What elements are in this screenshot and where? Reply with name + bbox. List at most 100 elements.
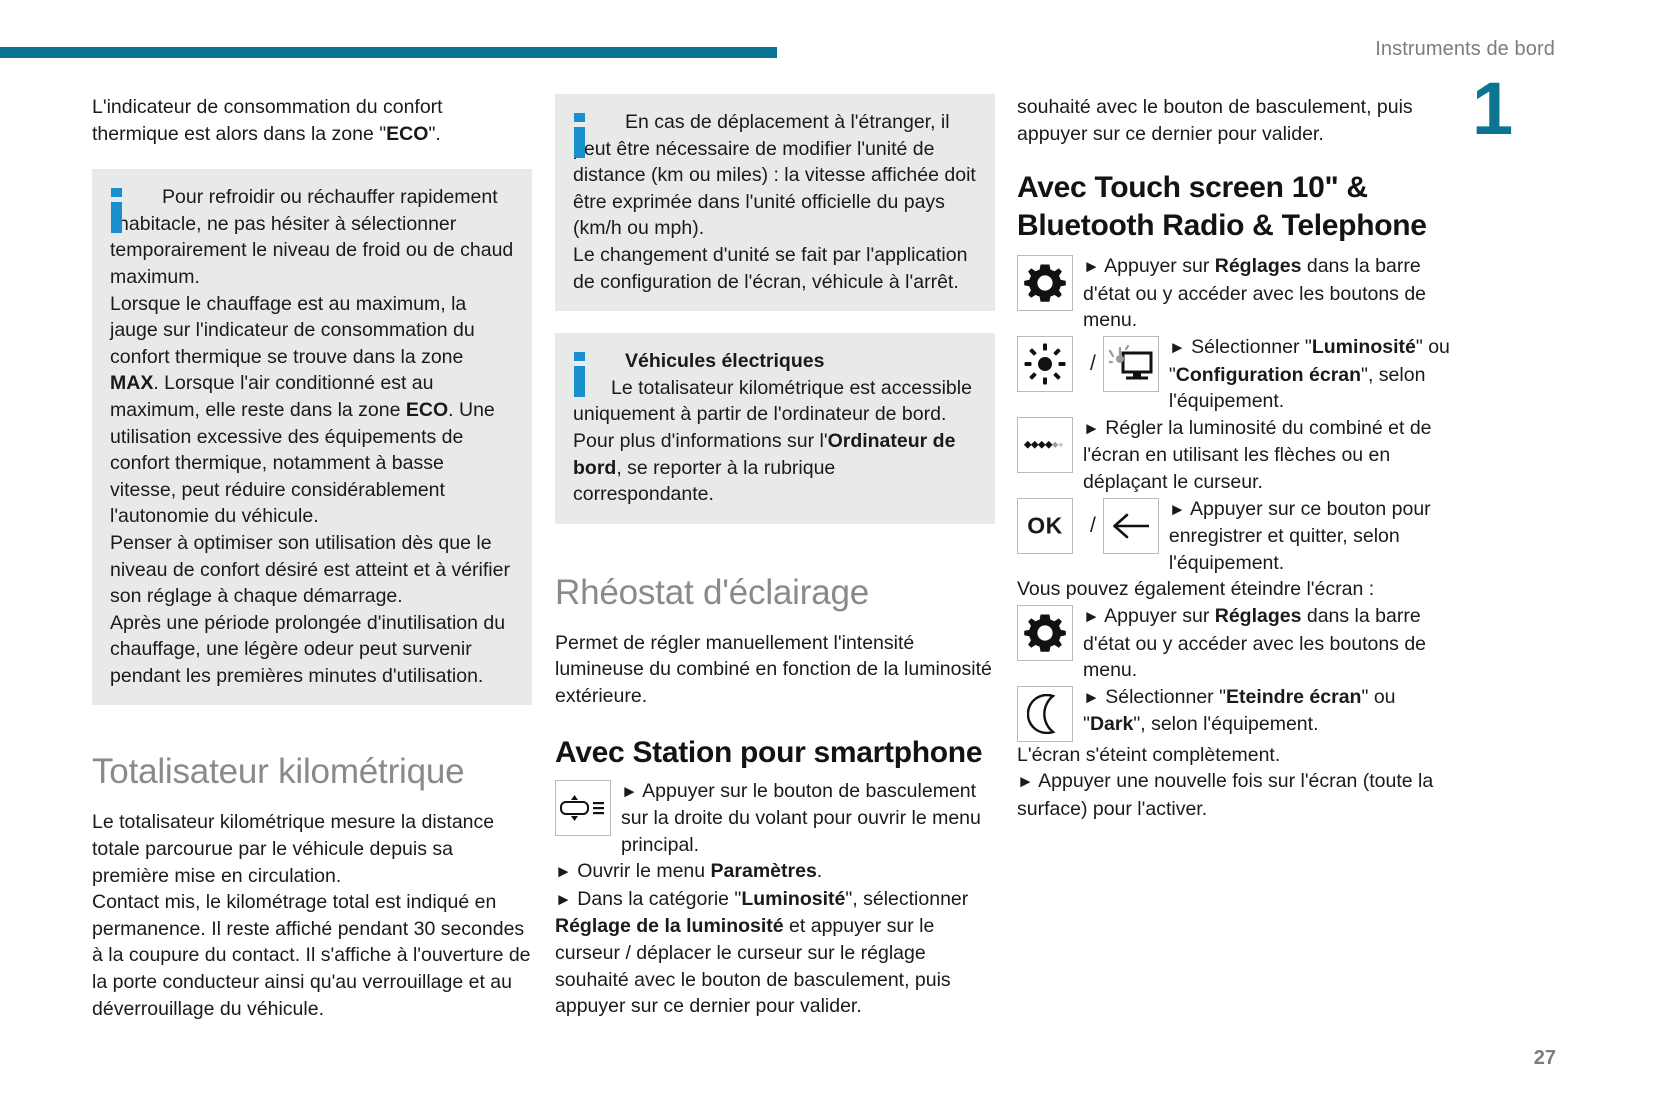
step-ok-back: OK / ► Appuyer sur ce bouton pour enregi… bbox=[1017, 496, 1457, 577]
step-et-bold2: Dark bbox=[1089, 713, 1134, 736]
odometer-body-2: Contact mis, le kilométrage total est in… bbox=[92, 891, 531, 1020]
step-lc-bold1: Luminosité bbox=[1311, 335, 1416, 358]
step-slider-label: Régler la luminosité du combiné et de l'… bbox=[1083, 416, 1432, 493]
note-paragraph-3: Penser à optimiser son utilisation dès q… bbox=[110, 531, 510, 608]
note-p2-a: Lorsque le chauffage est au maximum, la … bbox=[110, 292, 475, 368]
intro-line2-pre: thermique est alors dans la zone " bbox=[92, 122, 387, 145]
note-electric-ordinateur: Ordinateur de bord bbox=[573, 429, 956, 479]
step-reglages-1: ► Appuyer sur Réglages dans la barre d'é… bbox=[1017, 253, 1457, 334]
note-units-p1: En cas de déplacement à l'étranger, il p… bbox=[573, 111, 976, 240]
step-parametres: ► Ouvrir le menu Paramètres. bbox=[555, 858, 995, 886]
subheading-station-smartphone: Avec Station pour smartphone bbox=[555, 735, 983, 769]
moon-icon bbox=[1017, 685, 1073, 742]
note-electric-title-text: Véhicules électriques bbox=[625, 350, 825, 373]
info-icon bbox=[111, 188, 122, 234]
column-middle: En cas de déplacement à l'étranger, il p… bbox=[555, 94, 995, 1020]
icon-separator-2: / bbox=[1090, 513, 1096, 537]
intro-line2-post: ". bbox=[428, 122, 441, 145]
odometer-body-1: Le totalisateur kilométrique mesure la d… bbox=[92, 811, 495, 887]
note-paragraph-1: Pour refroidir ou réchauffer rapidement … bbox=[110, 186, 514, 288]
note-paragraph-2: Lorsque le chauffage est au maximum, la … bbox=[110, 291, 514, 530]
step-luminosite-e: et appuyer sur le curseur / déplacer le … bbox=[555, 915, 951, 1018]
step-luminosite-a: Dans la catégorie " bbox=[577, 887, 742, 910]
step-luminosite-config: / ► Sélectionner "Luminosité" ou "Config… bbox=[1017, 334, 1457, 415]
note-electric-p1: Le totalisateur kilométrique est accessi… bbox=[573, 376, 972, 426]
bullet-arrow: ► bbox=[555, 889, 572, 909]
ok-button-icon: OK bbox=[1017, 497, 1073, 554]
note-paragraph-4: Après une période prolongée d'inutilisat… bbox=[110, 611, 506, 687]
step-et-e: ", selon l'équipement. bbox=[1133, 713, 1319, 736]
info-icon bbox=[574, 113, 585, 159]
info-note-units: En cas de déplacement à l'étranger, il p… bbox=[555, 94, 995, 312]
step-reglages-bold: Réglages bbox=[1214, 255, 1302, 278]
step-luminosite: ► Dans la catégorie "Luminosité", sélect… bbox=[555, 886, 995, 1020]
column3-continuation: souhaité avec le bouton de basculement, … bbox=[1017, 96, 1413, 145]
note-p2-max: MAX bbox=[110, 372, 154, 395]
section-heading-odometer: Totalisateur kilométrique bbox=[92, 752, 465, 792]
step-slider: ► Régler la luminosité du combiné et de … bbox=[1017, 415, 1457, 496]
page-number: 27 bbox=[1533, 1047, 1556, 1069]
bullet-arrow: ► bbox=[621, 781, 638, 801]
screen-config-icon bbox=[1102, 335, 1159, 392]
step-luminosite-bold2: Réglage de la luminosité bbox=[555, 915, 784, 938]
step-et-bold1: Eteindre écran bbox=[1226, 685, 1362, 708]
step-rocker-text: ► Appuyer sur le bouton de basculement s… bbox=[621, 780, 981, 856]
step-lc-c: " ou " bbox=[1168, 335, 1450, 386]
intro-line1: L'indicateur de consommation du confort bbox=[92, 96, 443, 118]
step-luminosite-bold: Luminosité bbox=[741, 887, 846, 910]
note-electric-title: Véhicules électriques bbox=[573, 348, 977, 375]
step-reglages-2-text: ► Appuyer sur Réglages dans la barre d'é… bbox=[1083, 605, 1426, 681]
note-units-p2: Le changement d'unité se fait par l'appl… bbox=[573, 243, 968, 293]
info-icon bbox=[574, 352, 585, 398]
section-heading-rheostat: Rhéostat d'éclairage bbox=[555, 572, 869, 612]
info-note-thermal: Pour refroidir ou réchauffer rapidement … bbox=[92, 169, 532, 706]
note-electric-p2-c: , se reporter à la rubrique correspondan… bbox=[573, 456, 836, 506]
bullet-arrow: ► bbox=[1168, 499, 1186, 519]
column3-end-label: Appuyer une nouvelle fois sur l'écran (t… bbox=[1017, 770, 1434, 820]
step-rocker-label: Appuyer sur le bouton de basculement sur… bbox=[621, 779, 981, 856]
rheostat-body: Permet de régler manuellement l'intensit… bbox=[555, 631, 992, 707]
ok-label: OK bbox=[1027, 512, 1063, 539]
step-reglages-1-text: ► Appuyer sur Réglages dans la barre d'é… bbox=[1083, 255, 1426, 331]
step-luminosite-c: ", sélectionner bbox=[845, 887, 969, 910]
step-eteindre-text: ► Sélectionner "Eteindre écran" ou "Dark… bbox=[1083, 686, 1396, 736]
column-left: L'indicateur de consommation du confort t… bbox=[92, 94, 532, 1022]
bullet-arrow: ► bbox=[555, 862, 572, 882]
column3-mid-text: Vous pouvez également éteindre l'écran : bbox=[1017, 578, 1375, 601]
note-p2-e: . Une utilisation excessive des équipeme… bbox=[110, 398, 495, 528]
info-note-electric: Véhicules électriques Le totalisateur ki… bbox=[555, 333, 995, 524]
step-reglages2-bold: Réglages bbox=[1214, 604, 1302, 627]
step-lc-a: Sélectionner " bbox=[1191, 335, 1312, 358]
step-eteindre-ecran: ► Sélectionner "Eteindre écran" ou "Dark… bbox=[1017, 684, 1457, 742]
step-lc-e: ", selon l'équipement. bbox=[1168, 363, 1426, 413]
bullet-arrow: ► bbox=[1083, 606, 1100, 626]
step-slider-text: ► Régler la luminosité du combiné et de … bbox=[1083, 417, 1432, 493]
step-ok-back-text: ► Appuyer sur ce bouton pour enregistrer… bbox=[1169, 498, 1431, 574]
page-header-title: Instruments de bord bbox=[1375, 38, 1555, 60]
chapter-number: 1 bbox=[1472, 67, 1514, 150]
step-luminosite-config-text: ► Sélectionner "Luminosité" ou "Configur… bbox=[1169, 336, 1450, 412]
gear-icon bbox=[1017, 255, 1073, 312]
note-electric-p2: Pour plus d'informations sur l'Ordinateu… bbox=[573, 428, 977, 508]
slider-icon bbox=[1017, 416, 1073, 473]
rocker-switch-icon bbox=[555, 779, 611, 836]
step-reglages-c: dans la barre d'état ou y accéder avec l… bbox=[1083, 255, 1427, 332]
step-reglages2-c: dans la barre d'état ou y accéder avec l… bbox=[1083, 604, 1427, 682]
bullet-arrow: ► bbox=[1168, 337, 1186, 357]
column3-end-text-1: L'écran s'éteint complètement. bbox=[1017, 743, 1281, 766]
note-p2-c: . Lorsque l'air conditionné est au maxim… bbox=[110, 372, 434, 421]
step-et-c: " ou " bbox=[1083, 685, 1396, 736]
step-et-a: Sélectionner " bbox=[1105, 685, 1226, 708]
gear-icon bbox=[1017, 604, 1073, 661]
header-accent-bar bbox=[0, 47, 777, 58]
bullet-arrow: ► bbox=[1017, 772, 1034, 792]
note-p2-eco: ECO bbox=[405, 398, 449, 421]
brightness-icon bbox=[1017, 335, 1073, 392]
step-rocker: ► Appuyer sur le bouton de basculement s… bbox=[555, 778, 995, 859]
step-lc-bold2: Configuration écran bbox=[1175, 363, 1362, 386]
column-right: souhaité avec le bouton de basculement, … bbox=[1017, 94, 1457, 822]
step-reglages2-a: Appuyer sur bbox=[1104, 604, 1215, 627]
back-arrow-icon bbox=[1102, 497, 1159, 554]
intro-eco-bold: ECO bbox=[386, 122, 429, 145]
note-electric-p2-a: Pour plus d'informations sur l' bbox=[573, 429, 828, 452]
